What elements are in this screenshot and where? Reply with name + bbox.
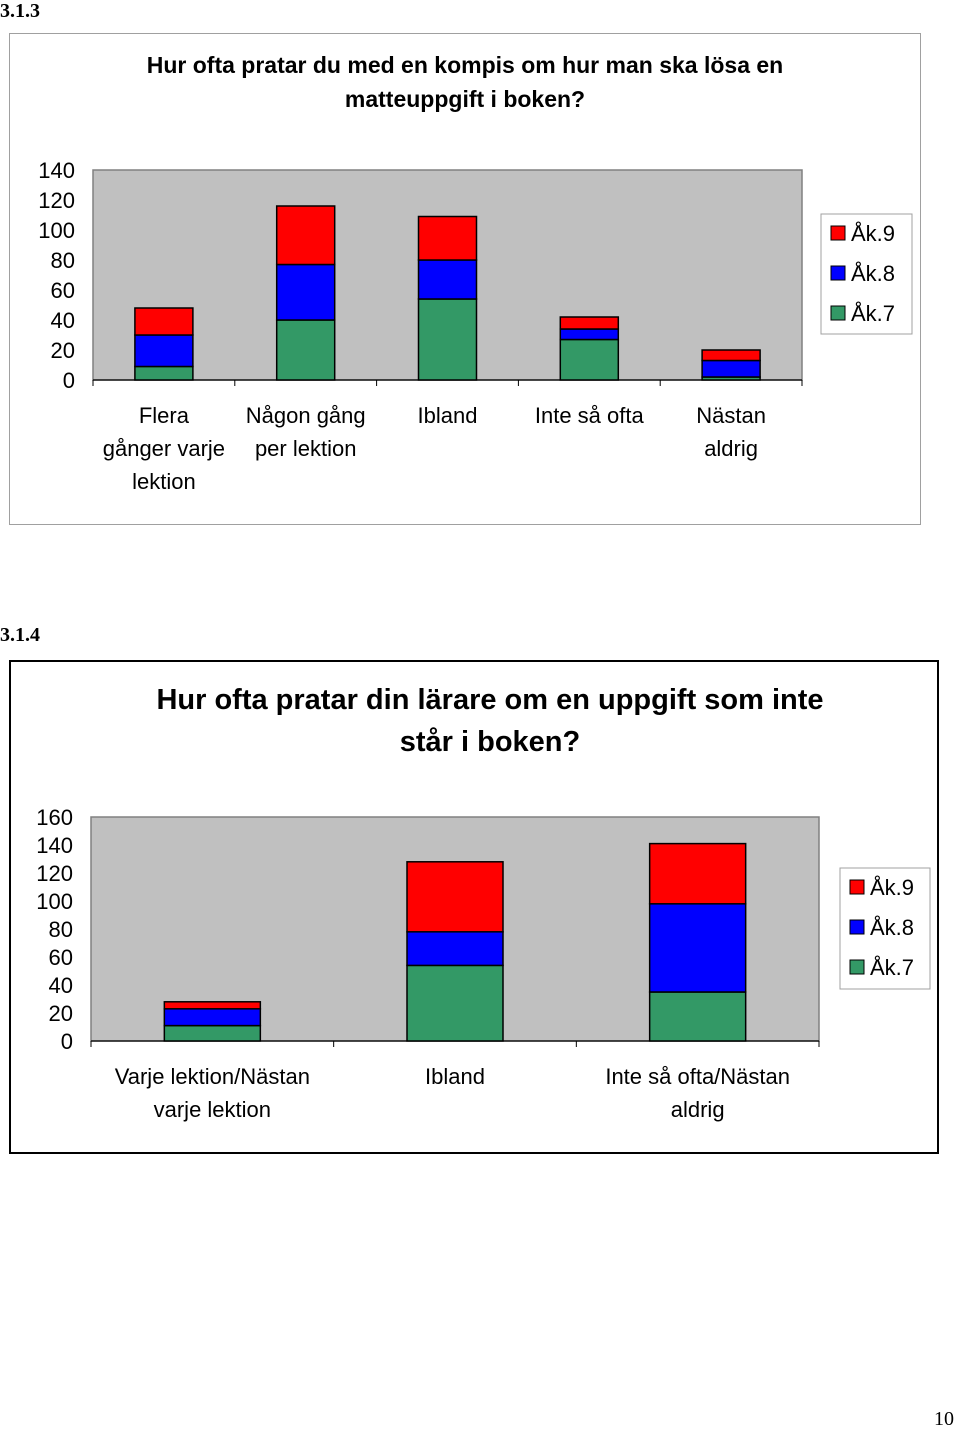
x-category-label: per lektion bbox=[255, 436, 357, 461]
x-category-label: aldrig bbox=[704, 436, 758, 461]
legend-swatch bbox=[830, 265, 846, 281]
x-category-label: Nästan bbox=[696, 403, 766, 428]
chart-title-2-line-2: står i boken? bbox=[399, 726, 581, 758]
bar-segment-k9-4 bbox=[559, 316, 620, 330]
legend-label: Åk.7 bbox=[870, 955, 914, 980]
x-category-label: aldrig bbox=[671, 1097, 725, 1122]
y-tick-label: 40 bbox=[51, 308, 75, 333]
bar-segment-k9-3 bbox=[417, 215, 478, 261]
legend-label: Åk.8 bbox=[870, 915, 914, 940]
bar-segment-k8-1 bbox=[134, 334, 194, 368]
y-tick-label: 100 bbox=[38, 218, 75, 243]
y-tick-label: 80 bbox=[51, 248, 75, 273]
y-tick-label: 0 bbox=[61, 1029, 73, 1054]
legend-label: Åk.7 bbox=[851, 301, 895, 326]
bar-segment-k7-1 bbox=[163, 1024, 262, 1042]
x-category-label: Inte så ofta bbox=[535, 403, 645, 428]
legend-label: Åk.9 bbox=[851, 221, 895, 246]
y-tick-label: 140 bbox=[36, 833, 73, 858]
bar-segment-k8-1 bbox=[163, 1008, 262, 1027]
y-tick-label: 60 bbox=[49, 945, 73, 970]
x-category-label: gånger varje bbox=[103, 436, 225, 461]
bar-segment-k8-2 bbox=[275, 263, 336, 321]
bar-segment-k7-3 bbox=[417, 298, 478, 381]
stacked-bar-chart-1: 0 20 40 60 80 100 120 140 Flera gånger varje lekti… bbox=[38, 158, 913, 494]
chart-title-1-line-1: Hur ofta pratar du med en kompis om hur … bbox=[146, 52, 784, 78]
y-tick-label: 160 bbox=[36, 805, 73, 830]
x-category-label: lektion bbox=[132, 469, 196, 494]
y-tick-label: 60 bbox=[51, 278, 75, 303]
bar-segment-k9-5 bbox=[701, 349, 761, 362]
legend-swatch bbox=[849, 959, 865, 975]
legend-swatch bbox=[849, 919, 865, 935]
bar-segment-k7-2 bbox=[406, 964, 504, 1042]
bar-segment-k9-2 bbox=[406, 861, 504, 933]
chart-title-1-line-2: matteuppgift i boken? bbox=[344, 86, 586, 112]
x-category-label: Ibland bbox=[425, 1064, 485, 1089]
legend-swatch bbox=[830, 225, 846, 241]
bar-segment-k7-4 bbox=[559, 338, 620, 381]
y-tick-label: 20 bbox=[49, 1001, 73, 1026]
x-category-label: Varje lektion/Nästan bbox=[115, 1064, 310, 1089]
chart-title-2-line-1: Hur ofta pratar din lärare om en uppgift… bbox=[156, 684, 824, 716]
y-tick-label: 80 bbox=[49, 917, 73, 942]
y-tick-label: 20 bbox=[51, 338, 75, 363]
y-tick-label: 140 bbox=[38, 158, 75, 183]
page-number: 10 bbox=[934, 1408, 954, 1430]
bar-segment-k9-1 bbox=[163, 1001, 262, 1010]
y-tick-label: 120 bbox=[36, 861, 73, 886]
x-category-label: Ibland bbox=[418, 403, 478, 428]
legend-label: Åk.9 bbox=[870, 875, 914, 900]
chart-title-1: Hur ofta pratar du med en kompis om hur … bbox=[60, 48, 870, 116]
x-category-label: Flera bbox=[139, 403, 190, 428]
y-tick-label: 0 bbox=[63, 368, 75, 393]
legend-swatch bbox=[830, 305, 846, 321]
legend-label: Åk.8 bbox=[851, 261, 895, 286]
x-category-label: Någon gång bbox=[246, 403, 366, 428]
bar-segment-k7-3 bbox=[648, 991, 747, 1042]
bar-segment-k8-3 bbox=[648, 903, 747, 993]
section-number-1: 3.1.3 bbox=[0, 0, 40, 22]
x-category-label: Inte så ofta/Nästan bbox=[605, 1064, 790, 1089]
y-tick-label: 100 bbox=[36, 889, 73, 914]
bar-segment-k8-2 bbox=[406, 931, 504, 967]
bar-segment-k9-3 bbox=[648, 842, 747, 905]
bar-segment-k7-2 bbox=[275, 319, 336, 381]
bar-segment-k9-2 bbox=[275, 205, 336, 266]
y-tick-label: 120 bbox=[38, 188, 75, 213]
y-tick-label: 40 bbox=[49, 973, 73, 998]
chart-title-2: Hur ofta pratar din lärare om en uppgift… bbox=[60, 679, 920, 763]
bar-segment-k8-3 bbox=[417, 259, 478, 300]
bar-segment-k9-1 bbox=[134, 307, 194, 336]
stacked-bar-chart-2: 0 20 40 60 80 100 120 140 160 Varje lektion/Nästa… bbox=[36, 805, 931, 1122]
x-category-label: varje lektion bbox=[154, 1097, 271, 1122]
section-number-2: 3.1.4 bbox=[0, 624, 40, 646]
legend-swatch bbox=[849, 879, 865, 895]
